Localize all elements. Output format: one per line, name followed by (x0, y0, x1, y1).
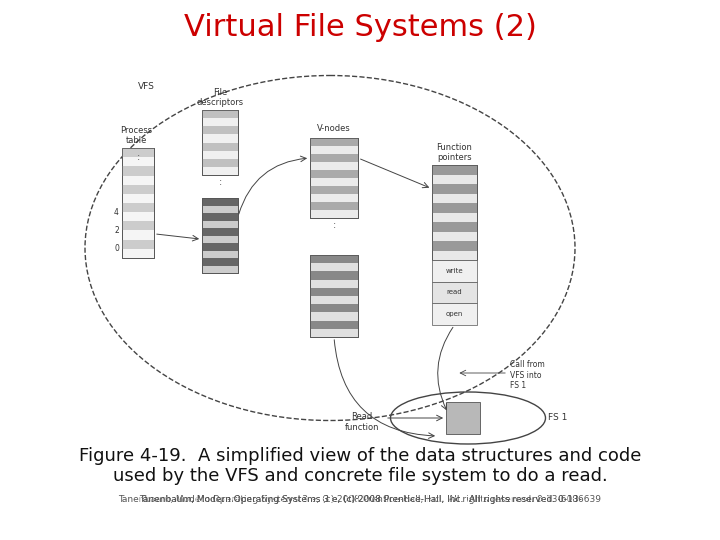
Text: Virtual File Systems (2): Virtual File Systems (2) (184, 14, 536, 43)
Bar (432, 241, 477, 251)
Bar (202, 243, 238, 251)
Text: Tanenbaum, Modern Operating Systems 3 e, (c) 2008 Prentice-Hall, Inc.  All right: Tanenbaum, Modern Operating Systems 3 e,… (119, 496, 601, 504)
Text: open: open (446, 311, 463, 317)
Bar (432, 303, 477, 325)
Bar (310, 138, 358, 218)
Bar (310, 272, 358, 280)
Text: VFS: VFS (138, 82, 155, 91)
Text: 4: 4 (114, 208, 119, 217)
Bar (202, 228, 238, 235)
Text: Call from
VFS into
FS 1: Call from VFS into FS 1 (510, 360, 545, 390)
Bar (310, 202, 358, 210)
Text: :: : (333, 220, 336, 230)
Text: FS 1: FS 1 (548, 414, 567, 422)
Text: V-nodes: V-nodes (317, 124, 351, 133)
Bar (202, 110, 238, 175)
Bar (432, 222, 477, 232)
Bar (432, 165, 477, 260)
Bar (122, 166, 153, 176)
Bar (432, 165, 477, 260)
Bar (122, 148, 154, 258)
Bar (202, 198, 238, 273)
Text: Function
pointers: Function pointers (436, 143, 472, 163)
Bar (122, 185, 153, 194)
Bar (202, 198, 238, 206)
Bar (310, 255, 358, 337)
Bar (310, 255, 358, 263)
Bar (446, 402, 480, 434)
Bar (310, 288, 358, 296)
Bar (432, 184, 477, 193)
Bar (202, 258, 238, 266)
Text: File
descriptors: File descriptors (197, 88, 243, 107)
Bar (432, 282, 477, 303)
Text: Tanenbaum, Modern Operating Systems 3 e, (c) 2008 Prentice-Hall, Inc.  All right: Tanenbaum, Modern Operating Systems 3 e,… (137, 496, 580, 504)
Text: Figure 4-19.  A simplified view of the data structures and code: Figure 4-19. A simplified view of the da… (78, 447, 642, 465)
Bar (202, 110, 238, 118)
Bar (202, 159, 238, 167)
Text: 2: 2 (114, 226, 119, 235)
Bar (310, 186, 358, 194)
Text: Tanenbaum, Modern Operating Systems 3 e, (c) 2008 Prentice-Hall, Inc.  All right: Tanenbaum, Modern Operating Systems 3 e,… (139, 496, 581, 504)
Bar (202, 110, 238, 175)
Text: :: : (136, 152, 140, 162)
Text: read: read (446, 289, 462, 295)
Bar (310, 138, 358, 146)
Bar (202, 143, 238, 151)
Text: write: write (446, 268, 463, 274)
Text: Tanenbaum, Modern Operating Systems 3 e, (c) 2008 Prentice-Hall, Inc.  All right: Tanenbaum, Modern Operating Systems 3 e,… (139, 496, 581, 504)
Bar (310, 304, 358, 313)
Bar (310, 255, 358, 337)
Bar (432, 203, 477, 213)
Bar (202, 126, 238, 134)
Bar (310, 154, 358, 162)
Bar (122, 203, 153, 212)
Bar (202, 213, 238, 220)
Text: used by the VFS and concrete file system to do a read.: used by the VFS and concrete file system… (112, 467, 608, 485)
Bar (310, 321, 358, 329)
Bar (122, 221, 153, 231)
Text: Read
function: Read function (345, 413, 379, 431)
Bar (122, 148, 154, 258)
Bar (432, 260, 477, 282)
Text: :: : (218, 177, 222, 187)
Bar (310, 170, 358, 178)
Text: Process
table: Process table (120, 126, 152, 145)
Bar (310, 138, 358, 218)
Text: 0: 0 (114, 244, 119, 253)
Bar (122, 240, 153, 249)
Bar (432, 165, 477, 174)
Bar (202, 198, 238, 273)
Bar (122, 148, 153, 157)
